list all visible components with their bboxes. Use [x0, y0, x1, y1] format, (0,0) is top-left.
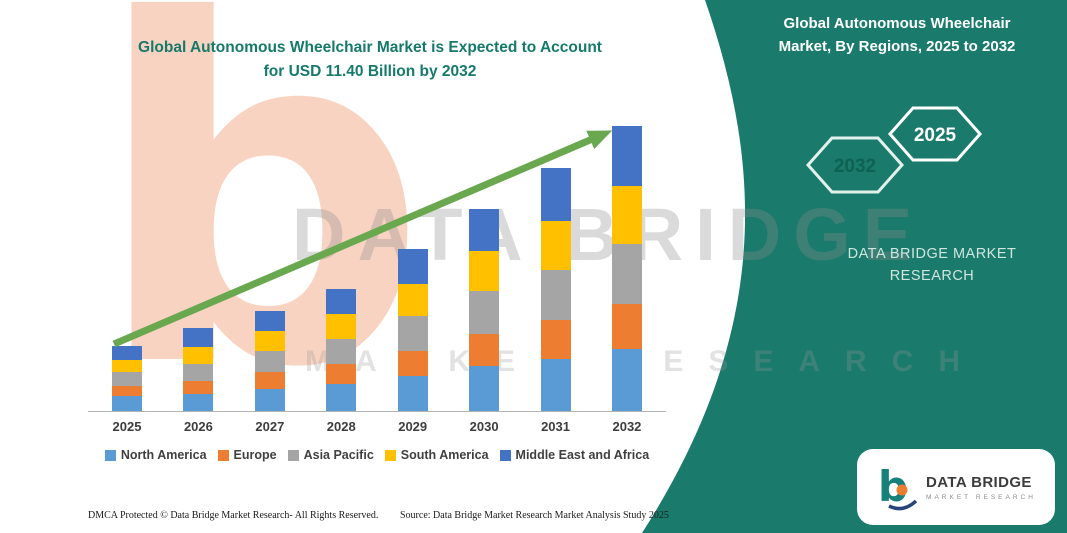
panel-title: Global Autonomous Wheelchair Market, By … [747, 13, 1047, 58]
bar-column-2032 [600, 126, 654, 411]
legend-item: North America [104, 448, 207, 462]
logo-sub: MARKET RESEARCH [926, 493, 1036, 501]
legend-item: Asia Pacific [287, 448, 374, 462]
hexagon-2032-outline [805, 136, 905, 194]
chart-title: Global Autonomous Wheelchair Market is E… [92, 36, 648, 84]
bar-segment [611, 126, 642, 186]
bar-segment [183, 393, 214, 411]
bar-segment [540, 220, 571, 270]
panel-title-line2: Market, By Regions, 2025 to 2032 [778, 37, 1016, 55]
bar-segment [183, 381, 214, 394]
logo-name: DATA BRIDGE [926, 473, 1032, 491]
bar-segment [112, 359, 142, 373]
bar-column-2031 [529, 168, 583, 411]
bar-segment [326, 288, 357, 314]
side-brand-text: DATA BRIDGE MARKET RESEARCH [822, 244, 1042, 288]
bar-column-2029 [386, 248, 440, 411]
x-axis-label: 2027 [255, 419, 285, 434]
legend-item: Europe [217, 448, 277, 462]
bar-segment [397, 351, 428, 376]
side-brand-line1: DATA BRIDGE MARKET [847, 246, 1017, 262]
bar-segment [183, 363, 214, 381]
bar-segment [397, 248, 428, 284]
x-axis-label: 2031 [541, 419, 570, 434]
bar-segment [540, 319, 571, 359]
legend-swatch [104, 449, 116, 461]
bar-column-2028 [314, 288, 368, 411]
hexagon-2032-label: 2032 [834, 156, 876, 177]
bar-column-2027 [243, 310, 297, 411]
x-axis-labels: 2025 2026 2027 2028 2029 2030 2031 2032 [88, 419, 666, 434]
bar-segment [254, 350, 285, 373]
bar-segment [326, 363, 357, 384]
legend: North America Europe Asia Pacific South Ame… [88, 448, 666, 462]
data-bridge-logo-icon: b [878, 463, 918, 511]
legend-item: South America [384, 448, 489, 462]
bar-segment [254, 330, 285, 351]
bar-segment [469, 251, 500, 291]
bar-segment [397, 376, 428, 411]
bar-segment [397, 283, 428, 316]
x-axis-label: 2025 [112, 419, 142, 434]
bar-segment [469, 333, 500, 366]
bar-segment [326, 313, 357, 339]
x-axis-label: 2029 [398, 419, 428, 434]
bar-segment [540, 168, 571, 221]
teal-swoosh [642, 0, 1067, 533]
bar-segment [326, 338, 357, 364]
bar-segment [254, 388, 285, 411]
bar-segment [183, 347, 214, 364]
x-axis-label: 2028 [326, 419, 356, 434]
chart-title-line1: Global Autonomous Wheelchair Market is E… [138, 39, 602, 56]
hexagon-2025-outline [887, 106, 983, 162]
legend-label: North America [120, 448, 207, 462]
panel-title-line1: Global Autonomous Wheelchair [783, 15, 1011, 32]
bar-segment [611, 303, 642, 349]
bar-segment [469, 208, 500, 251]
footer-dmca-text: DMCA Protected © Data Bridge Market Rese… [88, 510, 379, 521]
bar-segment [112, 396, 142, 411]
legend-swatch [499, 449, 511, 461]
bar-plot [88, 112, 666, 412]
legend-item: Middle East and Africa [499, 448, 650, 462]
side-brand-line2: RESEARCH [889, 267, 975, 284]
legend-swatch [287, 449, 299, 461]
stacked-bar-chart: 2025 2026 2027 2028 2029 2030 2031 2032 North A… [88, 112, 666, 462]
logo-box: b DATA BRIDGE MARKET RESEARCH [857, 449, 1055, 525]
bar-column-2025 [100, 345, 154, 411]
x-axis-label: 2030 [469, 419, 499, 434]
hexagon-2025-label: 2025 [914, 125, 957, 146]
bar-segment [611, 243, 642, 304]
legend-swatch [384, 449, 396, 461]
bar-segment [112, 372, 142, 386]
chart-title-line2: for USD 11.40 Billion by 2032 [263, 63, 477, 81]
bar-segment [469, 291, 500, 334]
x-axis-label: 2026 [183, 419, 213, 434]
bar-segment [183, 328, 214, 348]
bar-segment [469, 366, 500, 411]
bar-segment [397, 316, 428, 351]
bar-segment [254, 310, 285, 331]
legend-swatch [217, 449, 229, 461]
x-axis-label: 2032 [612, 419, 642, 434]
bar-segment [611, 186, 642, 244]
bar-column-2030 [457, 208, 511, 411]
hexagon-badges: 2032 2025 [805, 106, 983, 194]
legend-label: Europe [233, 448, 277, 462]
legend-label: Asia Pacific [303, 448, 374, 462]
bar-segment [611, 348, 642, 411]
bar-segment [540, 269, 571, 320]
bar-column-2026 [171, 328, 225, 411]
bar-segment [540, 358, 571, 411]
bar-segment [326, 383, 357, 411]
bar-segment [112, 345, 142, 360]
bar-segment [112, 386, 142, 396]
footer-source-text: Source: Data Bridge Market Research Mark… [400, 510, 669, 521]
legend-label: South America [400, 448, 489, 462]
bar-segment [254, 372, 285, 389]
legend-label: Middle East and Africa [515, 448, 650, 462]
